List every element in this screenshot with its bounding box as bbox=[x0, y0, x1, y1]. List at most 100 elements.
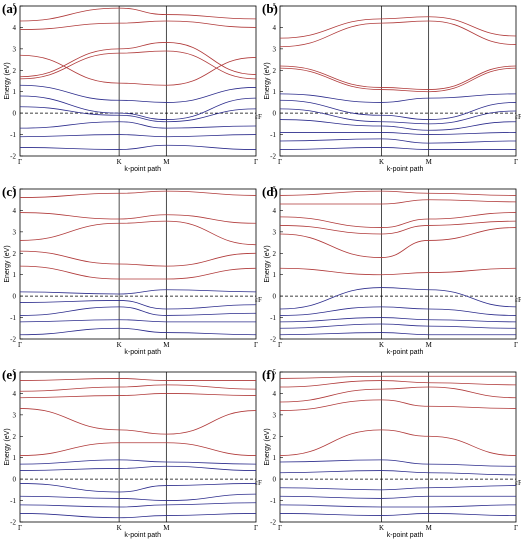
y-tick-label: -1 bbox=[10, 131, 16, 139]
conduction-band-line bbox=[19, 220, 257, 246]
plot-frame bbox=[19, 188, 257, 340]
conduction-band-line bbox=[279, 67, 517, 93]
conduction-band-line bbox=[279, 227, 517, 258]
y-tick-label: 2 bbox=[13, 250, 17, 258]
y-tick-label: 3 bbox=[273, 228, 277, 236]
panel-label: (f) bbox=[262, 367, 275, 382]
y-tick-label: 5 bbox=[13, 186, 17, 194]
x-axis-label: k-point path bbox=[387, 166, 424, 173]
x-axis-label: k-point path bbox=[387, 349, 424, 356]
conduction-band-line bbox=[279, 399, 517, 411]
y-tick-label: 5 bbox=[13, 3, 17, 11]
y-tick-label: 0 bbox=[273, 110, 277, 118]
band-plot: εF -2 -1 0 1 2 3 4 5 Γ K M Γk-point path Energy (eV) (… bbox=[262, 1, 521, 173]
panel-label: (c) bbox=[2, 184, 16, 199]
y-axis-label: Energy (eV) bbox=[264, 428, 271, 465]
y-axis-label: Energy (eV) bbox=[4, 245, 11, 282]
conduction-band-line bbox=[19, 250, 257, 267]
valence-band-line bbox=[279, 287, 517, 310]
x-tick-label: Γ bbox=[18, 524, 22, 532]
fermi-level-label: εF bbox=[515, 479, 521, 487]
valence-band-line bbox=[19, 134, 257, 138]
conduction-band-line bbox=[279, 380, 517, 388]
y-tick-label: 5 bbox=[273, 369, 277, 377]
x-tick-label: Γ bbox=[514, 524, 518, 532]
valence-band-line bbox=[279, 132, 517, 135]
valence-band-line bbox=[279, 459, 517, 467]
valence-band-line bbox=[279, 119, 517, 131]
band-plot: εF -2 -1 0 1 2 3 4 5 Γ K M Γk-point path Energy (eV) (… bbox=[262, 367, 521, 539]
valence-band-line bbox=[279, 138, 517, 144]
x-tick-label: Γ bbox=[18, 341, 22, 349]
y-tick-label: -1 bbox=[10, 314, 16, 322]
y-tick-label: 4 bbox=[273, 24, 277, 32]
plot-frame bbox=[279, 188, 517, 340]
y-tick-label: 3 bbox=[13, 411, 17, 419]
fermi-level-label: εF bbox=[255, 113, 262, 121]
y-tick-label: -2 bbox=[270, 336, 276, 344]
panel-label: (b) bbox=[262, 1, 278, 16]
plot-frame bbox=[279, 371, 517, 523]
y-axis-label: Energy (eV) bbox=[264, 62, 271, 99]
valence-band-line bbox=[19, 327, 257, 336]
conduction-band-line bbox=[279, 386, 517, 403]
x-axis-label: k-point path bbox=[124, 349, 161, 356]
conduction-band-line bbox=[279, 267, 517, 276]
x-tick-label: Γ bbox=[254, 341, 258, 349]
x-tick-label: M bbox=[426, 158, 433, 166]
x-tick-label: Γ bbox=[514, 341, 518, 349]
y-tick-label: -1 bbox=[270, 131, 276, 139]
y-tick-label: 3 bbox=[13, 45, 17, 53]
y-tick-label: 1 bbox=[13, 454, 17, 462]
x-tick-label: K bbox=[379, 158, 384, 166]
conduction-band-line bbox=[19, 442, 257, 456]
valence-band-line bbox=[19, 513, 257, 519]
x-tick-label: Γ bbox=[278, 524, 282, 532]
fermi-level-label: εF bbox=[255, 479, 262, 487]
x-tick-label: M bbox=[426, 341, 433, 349]
y-tick-label: -2 bbox=[10, 519, 16, 527]
valence-band-line bbox=[19, 493, 257, 501]
valence-band-line bbox=[279, 470, 517, 476]
y-tick-label: -1 bbox=[270, 314, 276, 322]
valence-band-line bbox=[279, 99, 517, 120]
x-tick-label: Γ bbox=[514, 158, 518, 166]
x-tick-label: K bbox=[117, 158, 122, 166]
y-tick-label: 0 bbox=[13, 110, 17, 118]
x-tick-label: M bbox=[163, 524, 170, 532]
conduction-band-line bbox=[19, 265, 257, 280]
valence-band-line bbox=[19, 465, 257, 471]
fermi-level-label: εF bbox=[255, 296, 262, 304]
fermi-level-label: εF bbox=[515, 296, 521, 304]
valence-band-line bbox=[279, 513, 517, 516]
y-tick-label: 4 bbox=[273, 390, 277, 398]
conduction-band-line bbox=[279, 20, 517, 48]
y-tick-label: 0 bbox=[13, 293, 17, 301]
x-tick-label: Γ bbox=[254, 524, 258, 532]
y-tick-label: 5 bbox=[273, 3, 277, 11]
valence-band-line bbox=[19, 319, 256, 323]
conduction-band-line bbox=[19, 54, 257, 86]
valence-band-line bbox=[19, 121, 257, 129]
x-tick-label: K bbox=[117, 341, 122, 349]
y-tick-label: 1 bbox=[273, 454, 277, 462]
y-tick-label: -2 bbox=[270, 153, 276, 161]
valence-band-line bbox=[19, 459, 257, 465]
valence-band-line bbox=[19, 289, 257, 295]
panel-label: (e) bbox=[2, 367, 16, 382]
valence-band-line bbox=[279, 332, 516, 336]
band-plot: εF -2 -1 0 1 2 3 4 5 Γ K M Γk-point path Energy (eV) (… bbox=[2, 1, 262, 173]
valence-band-line bbox=[19, 300, 257, 310]
valence-band-line bbox=[279, 306, 517, 316]
y-tick-label: 3 bbox=[273, 45, 277, 53]
y-tick-label: -1 bbox=[10, 497, 16, 505]
panel-label: (d) bbox=[262, 184, 278, 199]
band-plot: εF -2 -1 0 1 2 3 4 5 Γ K M Γk-point path Energy (eV) (… bbox=[2, 184, 262, 356]
panel-label: (a) bbox=[2, 1, 17, 16]
y-tick-label: 5 bbox=[13, 369, 17, 377]
conduction-band-line bbox=[19, 384, 257, 392]
